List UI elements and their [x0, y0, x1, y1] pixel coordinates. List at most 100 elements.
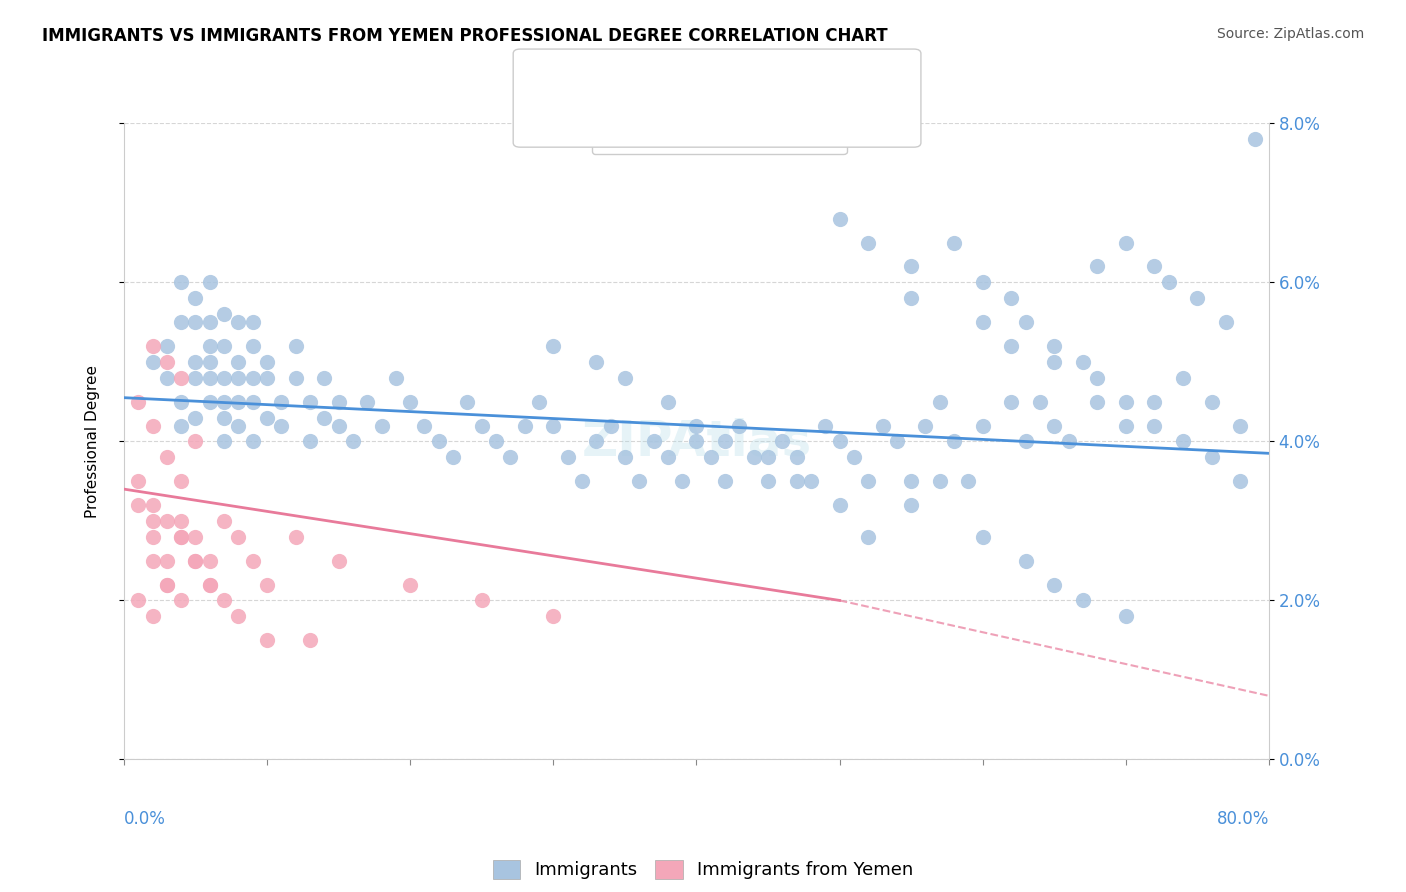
Point: [928, 474, 950, 488]
Point: [328, 418, 350, 433]
Point: [900, 291, 922, 305]
Point: [141, 355, 163, 369]
Legend: R = -0.149   N = 146, R = -0.151    N = 43: R = -0.149 N = 146, R = -0.151 N = 43: [592, 81, 846, 154]
Point: [543, 339, 565, 353]
Point: [714, 434, 737, 449]
Point: [943, 235, 966, 250]
Point: [399, 577, 422, 591]
Point: [972, 276, 994, 290]
Point: [170, 474, 193, 488]
Point: [156, 514, 179, 528]
Point: [900, 498, 922, 512]
Point: [1171, 434, 1194, 449]
Point: [170, 418, 193, 433]
Point: [657, 394, 679, 409]
Point: [198, 577, 221, 591]
Point: [212, 434, 235, 449]
Point: [198, 371, 221, 385]
Point: [141, 418, 163, 433]
Point: [786, 450, 808, 465]
Point: [184, 355, 207, 369]
Point: [212, 371, 235, 385]
Point: [141, 498, 163, 512]
Point: [856, 474, 879, 488]
Point: [972, 530, 994, 544]
Point: [127, 474, 149, 488]
Point: [156, 355, 179, 369]
Point: [571, 474, 593, 488]
Point: [184, 371, 207, 385]
Point: [613, 371, 636, 385]
Point: [242, 339, 264, 353]
Point: [184, 434, 207, 449]
Point: [284, 530, 307, 544]
Point: [242, 371, 264, 385]
Point: [756, 474, 779, 488]
Point: [456, 394, 478, 409]
Point: [228, 355, 250, 369]
Point: [1071, 355, 1094, 369]
Text: 0.0%: 0.0%: [124, 810, 166, 829]
Point: [342, 434, 364, 449]
Point: [314, 410, 336, 425]
Point: [1085, 394, 1108, 409]
Point: [441, 450, 464, 465]
Point: [900, 260, 922, 274]
Point: [1229, 418, 1251, 433]
Point: [170, 394, 193, 409]
Point: [170, 514, 193, 528]
Point: [141, 554, 163, 568]
Point: [298, 633, 321, 648]
Point: [527, 394, 550, 409]
Point: [256, 410, 278, 425]
Point: [872, 418, 894, 433]
Point: [141, 530, 163, 544]
Point: [256, 633, 278, 648]
Point: [256, 355, 278, 369]
Point: [228, 394, 250, 409]
Point: [499, 450, 522, 465]
Point: [228, 371, 250, 385]
Point: [957, 474, 980, 488]
Point: [212, 339, 235, 353]
Point: [585, 434, 607, 449]
Point: [242, 554, 264, 568]
Point: [328, 554, 350, 568]
Point: [643, 434, 665, 449]
Point: [356, 394, 378, 409]
Point: [184, 530, 207, 544]
Point: [184, 554, 207, 568]
Point: [1201, 394, 1223, 409]
Point: [1115, 609, 1137, 624]
Point: [170, 276, 193, 290]
Point: [728, 418, 751, 433]
Point: [1029, 394, 1052, 409]
Point: [198, 315, 221, 329]
Point: [1000, 394, 1022, 409]
Point: [972, 315, 994, 329]
Point: [928, 394, 950, 409]
Point: [212, 514, 235, 528]
Point: [1043, 339, 1066, 353]
Point: [943, 434, 966, 449]
Point: [972, 418, 994, 433]
Point: [156, 577, 179, 591]
Point: [156, 577, 179, 591]
Point: [856, 530, 879, 544]
Point: [800, 474, 823, 488]
Point: [198, 276, 221, 290]
Point: [198, 394, 221, 409]
Point: [1115, 394, 1137, 409]
Point: [1215, 315, 1237, 329]
Point: [198, 577, 221, 591]
Point: [1043, 418, 1066, 433]
Point: [1043, 577, 1066, 591]
Point: [413, 418, 436, 433]
Point: [1071, 593, 1094, 607]
Point: [184, 554, 207, 568]
Point: [270, 394, 292, 409]
Y-axis label: Professional Degree: Professional Degree: [86, 365, 100, 518]
Point: [900, 474, 922, 488]
Point: [256, 371, 278, 385]
Point: [1143, 418, 1166, 433]
